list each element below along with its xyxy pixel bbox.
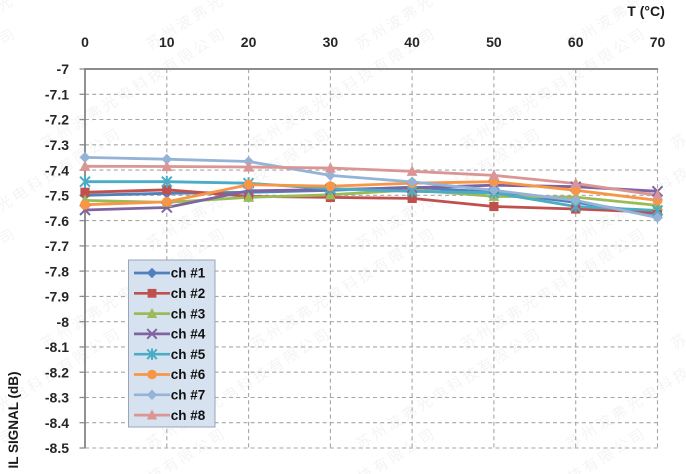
svg-text:ch #7: ch #7 <box>171 388 206 403</box>
svg-text:苏州波弗光电科技有限公司: 苏州波弗光电科技有限公司 <box>668 25 686 154</box>
svg-text:-7.1: -7.1 <box>45 87 69 103</box>
svg-text:ch #6: ch #6 <box>171 367 206 382</box>
svg-text:40: 40 <box>404 34 420 50</box>
svg-text:-7: -7 <box>57 61 70 77</box>
svg-text:-8.3: -8.3 <box>45 390 69 406</box>
svg-text:苏州波弗光电科技有限公司: 苏州波弗光电科技有限公司 <box>668 425 686 474</box>
svg-text:ch #4: ch #4 <box>171 327 206 342</box>
svg-text:20: 20 <box>241 34 257 50</box>
svg-text:-7.9: -7.9 <box>45 289 69 305</box>
svg-text:苏州波弗光电科技有限公司: 苏州波弗光电科技有限公司 <box>458 425 650 474</box>
svg-text:-8: -8 <box>57 314 70 330</box>
svg-text:苏州波弗光电科技有限公司: 苏州波弗光电科技有限公司 <box>353 0 545 53</box>
svg-text:-8.5: -8.5 <box>45 440 69 456</box>
svg-text:50: 50 <box>486 34 502 50</box>
svg-text:苏州波弗光电科技有限公司: 苏州波弗光电科技有限公司 <box>248 425 440 474</box>
svg-text:苏州波弗光电科技有限公司: 苏州波弗光电科技有限公司 <box>458 225 650 354</box>
svg-text:-7.6: -7.6 <box>45 213 69 229</box>
svg-text:-7.8: -7.8 <box>45 263 69 279</box>
svg-text:ch #5: ch #5 <box>171 347 206 362</box>
svg-text:30: 30 <box>323 34 339 50</box>
svg-text:苏州波弗光电科技有限公司: 苏州波弗光电科技有限公司 <box>0 225 20 354</box>
svg-text:-8.4: -8.4 <box>45 415 69 431</box>
svg-text:-7.3: -7.3 <box>45 137 69 153</box>
svg-text:ch #2: ch #2 <box>171 286 206 301</box>
svg-text:-7.5: -7.5 <box>45 188 69 204</box>
svg-text:-8.1: -8.1 <box>45 339 69 355</box>
svg-text:-7.7: -7.7 <box>45 238 69 254</box>
svg-text:-7.2: -7.2 <box>45 112 69 128</box>
svg-text:ch #8: ch #8 <box>171 408 206 423</box>
svg-text:苏州波弗光电科技有限公司: 苏州波弗光电科技有限公司 <box>668 225 686 354</box>
svg-text:ch #3: ch #3 <box>171 306 206 321</box>
svg-text:60: 60 <box>568 34 584 50</box>
svg-text:10: 10 <box>159 34 175 50</box>
svg-text:T (°C): T (°C) <box>627 3 664 19</box>
svg-text:苏州波弗光电科技有限公司: 苏州波弗光电科技有限公司 <box>353 325 545 454</box>
svg-text:ch #1: ch #1 <box>171 266 206 281</box>
svg-text:苏州波弗光电科技有限公司: 苏州波弗光电科技有限公司 <box>248 225 440 354</box>
svg-text:IL SIGNAL (dB): IL SIGNAL (dB) <box>6 372 21 469</box>
svg-text:-7.4: -7.4 <box>45 162 69 178</box>
svg-text:70: 70 <box>650 34 666 50</box>
svg-text:-8.2: -8.2 <box>45 364 69 380</box>
svg-text:苏州波弗光电科技有限公司: 苏州波弗光电科技有限公司 <box>0 25 20 154</box>
svg-text:苏州波弗光电科技有限公司: 苏州波弗光电科技有限公司 <box>0 0 125 53</box>
svg-text:0: 0 <box>81 34 89 50</box>
